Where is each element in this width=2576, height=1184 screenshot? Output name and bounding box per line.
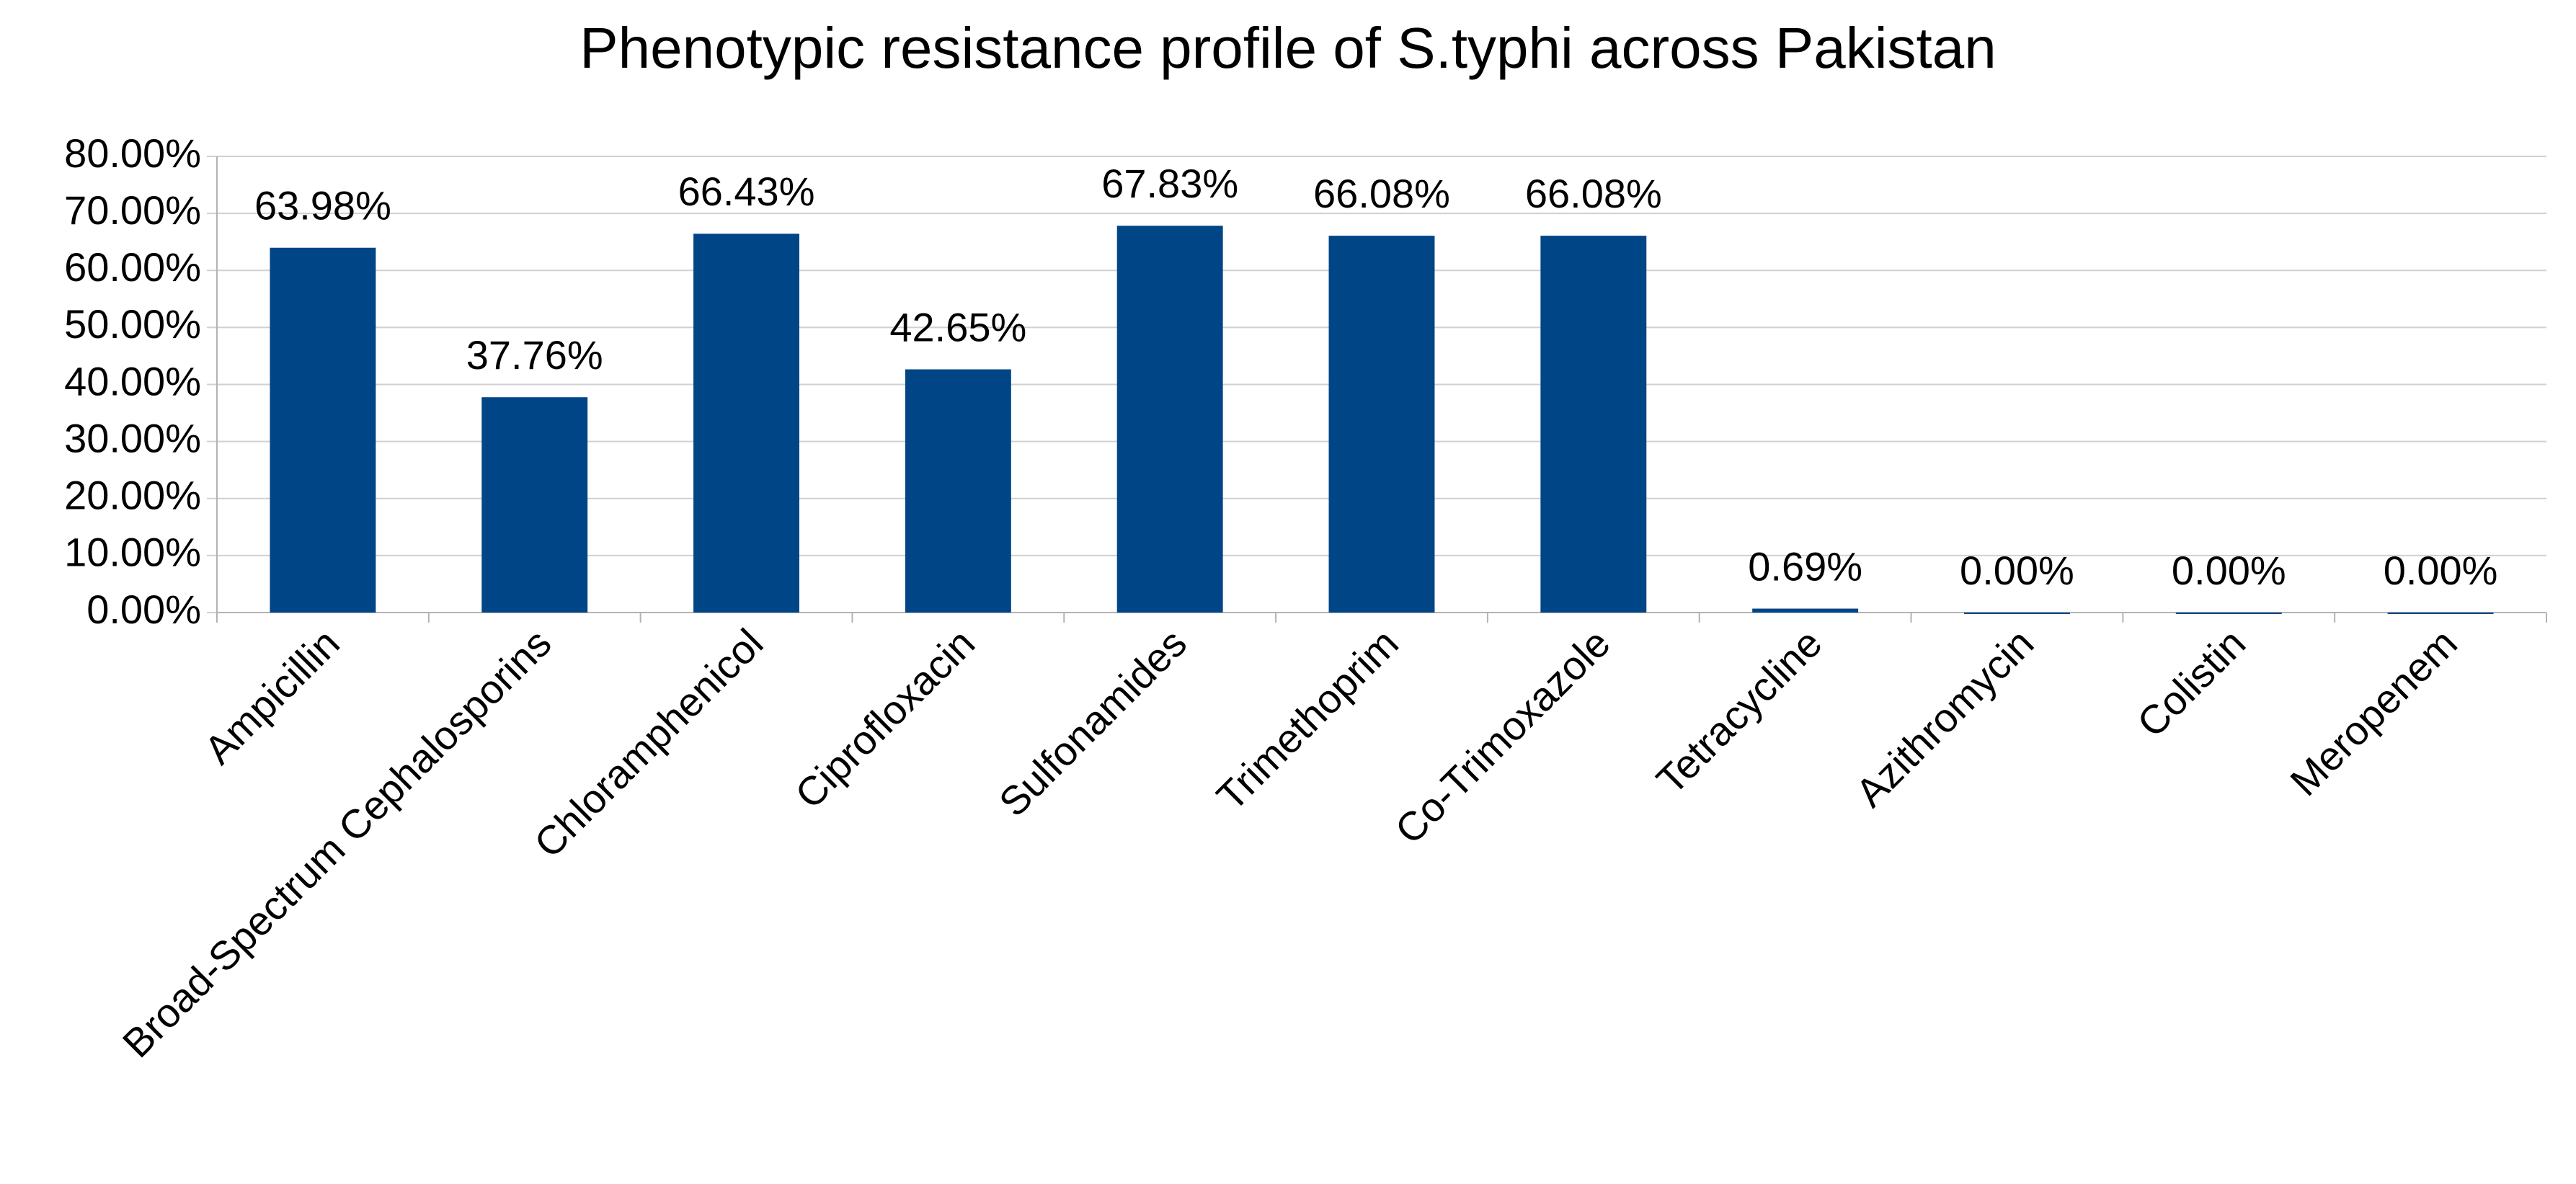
y-tick-label: 0.00% — [86, 587, 201, 632]
y-tick-label: 60.00% — [64, 244, 201, 290]
bar — [1328, 236, 1435, 613]
x-tick-label: Meropenem — [2281, 620, 2466, 804]
x-tick-label: Azithromycin — [1847, 620, 2042, 815]
y-tick-label: 30.00% — [64, 415, 201, 460]
value-label: 63.98% — [254, 183, 391, 228]
value-label: 67.83% — [1101, 161, 1238, 206]
x-tick-label: Ampicillin — [195, 620, 348, 773]
x-tick-label: Chloramphenicol — [525, 620, 772, 866]
value-label: 0.69% — [1748, 543, 1862, 589]
value-label: 0.00% — [2172, 548, 2286, 593]
bar — [1964, 613, 2070, 614]
x-tick-label: Broad-Spectrum Cephalosporins — [114, 620, 560, 1066]
bar — [1116, 226, 1223, 613]
y-tick-label: 20.00% — [64, 473, 201, 518]
x-tick-label: Trimethoprim — [1208, 620, 1407, 819]
bar — [2175, 613, 2282, 614]
value-label: 66.08% — [1313, 171, 1450, 216]
value-label: 0.00% — [1960, 548, 2074, 593]
x-tick-label: Tetracycline — [1648, 620, 1831, 803]
chart-title: Phenotypic resistance profile of S.typhi… — [579, 16, 1996, 80]
value-label: 66.43% — [678, 169, 815, 214]
value-label: 66.08% — [1525, 171, 1662, 216]
bar — [481, 397, 588, 613]
bar — [1540, 236, 1647, 613]
x-tick-label: Colistin — [2128, 620, 2254, 745]
x-tick-label: Ciprofloxacin — [786, 620, 983, 816]
value-label: 37.76% — [466, 332, 603, 378]
bar — [693, 233, 799, 613]
y-tick-label: 40.00% — [64, 358, 201, 404]
y-tick-label: 10.00% — [64, 530, 201, 575]
bar — [2387, 613, 2494, 614]
y-tick-label: 70.00% — [64, 187, 201, 233]
y-tick-label: 80.00% — [64, 130, 201, 176]
x-tick-label: Sulfonamides — [990, 620, 1195, 824]
bar — [1752, 608, 1859, 613]
bar — [905, 369, 1011, 613]
value-label: 0.00% — [2384, 548, 2498, 593]
bar — [270, 247, 376, 613]
x-tick-label: Co-Trimoxazole — [1386, 620, 1619, 853]
value-label: 42.65% — [889, 304, 1026, 350]
y-tick-label: 50.00% — [64, 301, 201, 347]
